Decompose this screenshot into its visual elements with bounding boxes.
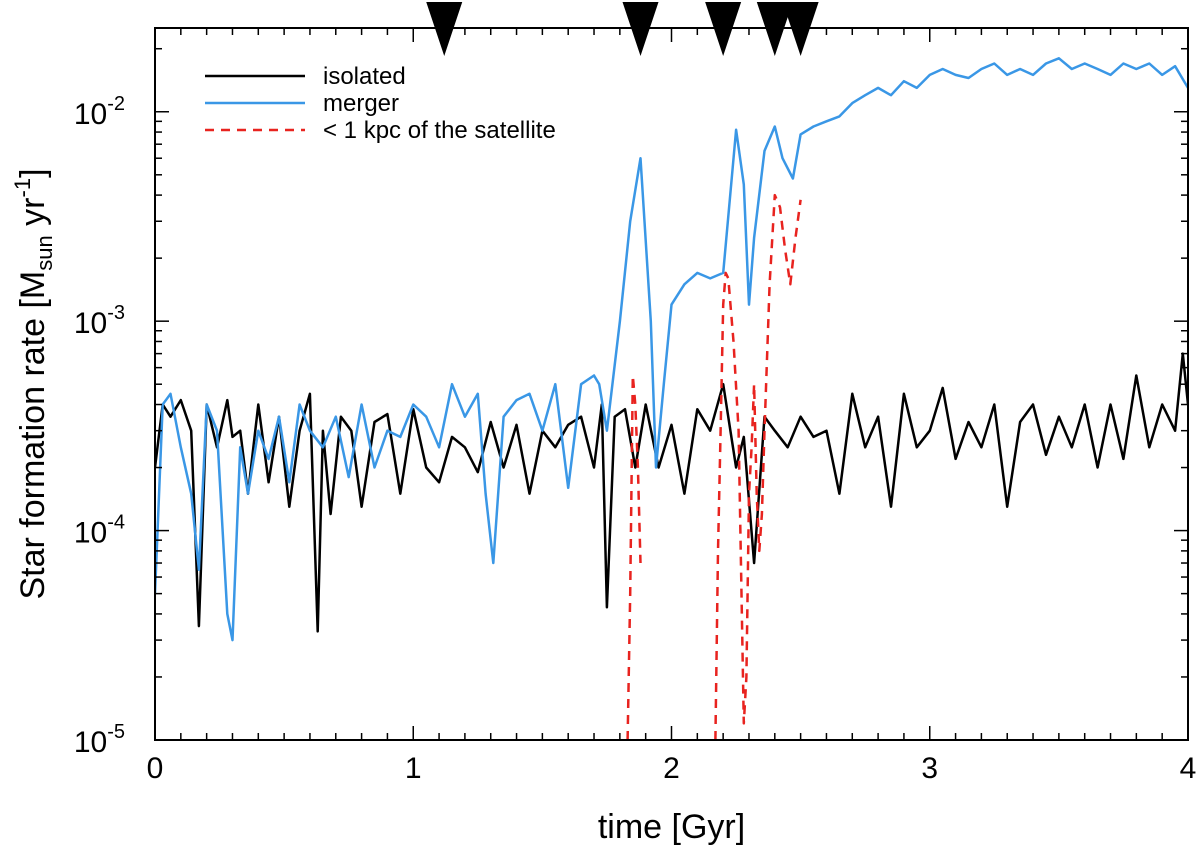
y-tick-label: 10-5: [74, 721, 125, 759]
y-title-superscript: -1: [10, 178, 35, 198]
y-tick-label: 10-2: [74, 93, 125, 131]
legend-label: < 1 kpc of the satellite: [323, 117, 556, 144]
plot-frame: [154, 27, 1189, 741]
legend-label: isolated: [323, 63, 406, 90]
y-tick-exponent: -2: [107, 93, 125, 115]
y-tick-label: 10-3: [74, 302, 125, 340]
y-tick-exponent: -5: [107, 721, 125, 743]
y-tick-exponent: -4: [107, 512, 125, 534]
y-title-end: ]: [14, 168, 52, 177]
x-tick-label: 2: [663, 752, 680, 785]
x-tick-label: 4: [1180, 752, 1197, 785]
y-tick-exponent: -3: [107, 302, 125, 324]
legend-label: merger: [323, 90, 399, 117]
y-title-main: Star formation rate [M: [14, 271, 52, 600]
series-isolated-line: [155, 352, 1188, 633]
y-tick-label: 10-4: [74, 512, 125, 550]
series-layer: [155, 57, 1188, 740]
y-axis-title: Star formation rate [Msun yr-1]: [10, 168, 57, 599]
x-tick-label: 3: [921, 752, 938, 785]
axes: 0 1 2 3 4 10-5 10-4 10-3 10-2 time [Gyr] Star form…: [10, 27, 1197, 846]
series-1-kpc-of-the-satellite-line: [626, 374, 642, 740]
series-merger-line: [155, 57, 1188, 642]
y-title-subscript: sun: [32, 235, 57, 270]
series-1-kpc-of-the-satellite-line: [714, 193, 802, 740]
y-title-unit: yr: [14, 197, 52, 235]
x-tick-label: 1: [405, 752, 422, 785]
x-axis-title: time [Gyr]: [598, 808, 745, 846]
x-tick-label: 0: [147, 752, 164, 785]
